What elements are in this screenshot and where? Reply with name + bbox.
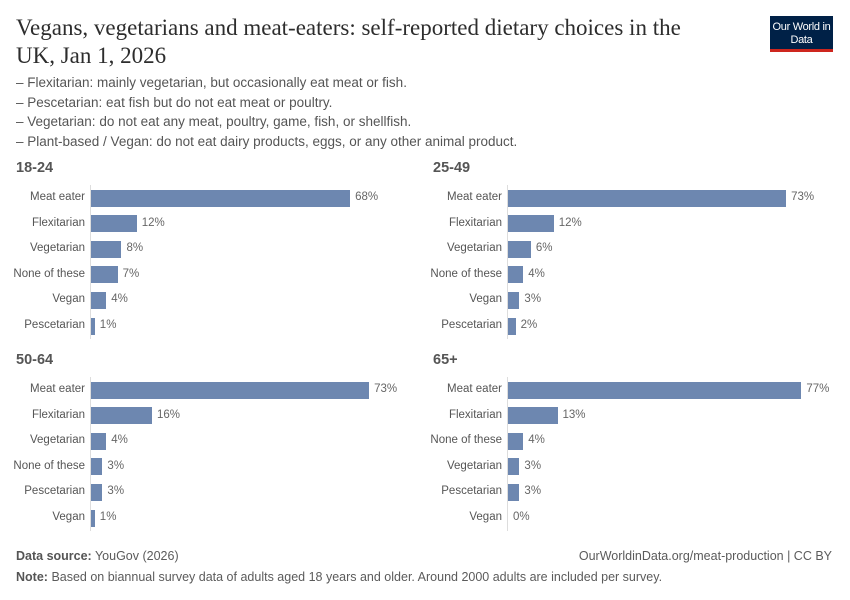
category-label: Vegetarian [447,242,502,255]
category-label: Meat eater [30,191,85,203]
data-label: 3% [107,485,125,498]
data-label: 77% [806,383,830,395]
panel-title: 50-64 [16,352,54,368]
category-label: Vegan [469,511,502,523]
data-label: 4% [111,434,128,447]
bar[interactable] [91,215,137,233]
data-label: 1% [99,319,117,331]
note-label: Note: [16,570,48,584]
source-link[interactable]: YouGov (2026) [94,549,179,563]
category-label: Vegan [469,293,502,306]
bar[interactable] [508,432,524,450]
data-label: 2% [520,319,538,331]
axis-line [90,185,91,339]
data-label: 6% [535,242,553,255]
category-label: Vegan [52,293,85,306]
category-label: Flexitarian [31,408,85,421]
bar[interactable] [91,266,118,284]
data-label: 4% [528,267,545,280]
category-label: Meat eater [30,383,85,395]
chart-title: Vegans, vegetarians and meat-eaters: sel… [16,15,681,68]
category-label: Flexitarian [448,216,502,229]
category-label: Meat eater [447,191,502,203]
category-label: Meat eater [447,383,502,395]
bar[interactable] [91,381,370,399]
data-label: 3% [107,459,125,472]
data-label: 16% [156,408,180,421]
panel-title: 25-49 [433,160,471,176]
data-label: 8% [126,242,144,255]
bar[interactable] [91,432,107,450]
panel-title: 18-24 [16,160,54,176]
data-label: 73% [791,191,815,203]
subtitle-line: – Vegetarian: do not eat any meat, poult… [16,114,412,129]
panel-title: 65+ [433,352,458,368]
category-label: None of these [430,267,502,280]
category-label: None of these [430,434,502,447]
data-label: 12% [141,216,165,229]
bar[interactable] [508,266,524,284]
bar[interactable] [508,483,520,501]
axis-line [507,377,508,531]
note-text: Based on biannual survey data of adults … [51,570,663,584]
bar[interactable] [91,240,122,258]
bar[interactable] [91,317,95,335]
bar[interactable] [508,458,520,476]
category-label: Pescetarian [24,485,85,498]
bar[interactable] [508,407,558,425]
category-label: Flexitarian [448,408,502,421]
data-label: 12% [558,216,582,229]
subtitle-line: – Flexitarian: mainly vegetarian, but oc… [16,75,407,90]
data-label: 68% [355,191,379,203]
category-label: Vegetarian [447,459,502,472]
owid-logo[interactable]: Our World in Data [770,16,833,52]
category-label: Pescetarian [441,485,502,498]
data-label: 73% [374,383,398,395]
chart-url[interactable]: OurWorldinData.org/meat-production | CC … [578,549,832,563]
category-label: None of these [13,267,85,280]
data-label: 4% [111,293,128,306]
note: Note: Based on biannual survey data of a… [16,570,662,584]
category-label: Flexitarian [31,216,85,229]
data-label: 4% [528,434,545,447]
bar[interactable] [91,483,103,501]
category-label: Vegetarian [30,434,85,447]
bar[interactable] [508,317,516,335]
data-source: Data source: YouGov (2026) [16,549,179,563]
category-label: None of these [13,459,85,472]
bar[interactable] [508,240,531,258]
data-label: 3% [524,459,542,472]
bar[interactable] [91,189,351,207]
source-label: Data source: [16,549,92,563]
bar[interactable] [508,215,554,233]
data-label: 1% [99,511,117,523]
axis-line [507,185,508,339]
bar[interactable] [91,509,95,527]
category-label: Vegetarian [30,242,85,255]
data-label: 13% [562,408,586,421]
data-label: 7% [122,267,140,280]
category-label: Pescetarian [24,319,85,331]
chart-subtitle: – Flexitarian: mainly vegetarian, but oc… [16,73,517,151]
data-label: 3% [524,293,542,306]
data-label: 3% [524,485,542,498]
axis-line [90,377,91,531]
bar[interactable] [508,381,802,399]
bar[interactable] [91,291,107,309]
bar[interactable] [91,407,152,425]
category-label: Pescetarian [441,319,502,331]
bar[interactable] [508,189,787,207]
data-label: 0% [513,511,530,523]
bar[interactable] [508,291,520,309]
subtitle-line: – Pescetarian: eat fish but do not eat m… [16,94,333,110]
category-label: Vegan [52,511,85,523]
subtitle-line: – Plant-based / Vegan: do not eat dairy … [16,133,518,149]
bar[interactable] [91,458,103,476]
